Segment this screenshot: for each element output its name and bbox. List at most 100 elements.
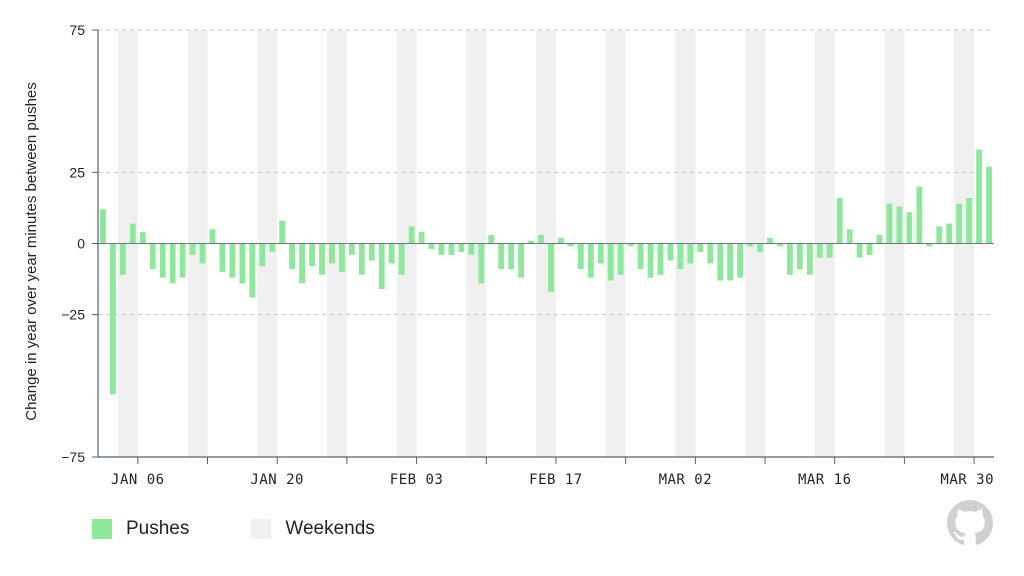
bar <box>946 223 953 244</box>
bar <box>876 234 883 244</box>
bar <box>229 243 236 278</box>
github-octocat-icon <box>947 500 993 545</box>
bar <box>189 243 196 255</box>
bar <box>697 243 704 253</box>
bar <box>846 229 853 244</box>
bar <box>299 243 305 284</box>
bar <box>199 243 206 264</box>
bar <box>289 243 296 270</box>
bar <box>428 243 435 250</box>
legend-swatch-pushes <box>92 519 112 539</box>
x-tick-label: MAR 30 <box>940 472 994 488</box>
bar <box>348 243 355 255</box>
bar <box>239 243 246 284</box>
bar <box>886 203 893 244</box>
bar <box>528 240 534 244</box>
bar <box>796 243 803 270</box>
bar <box>518 243 525 278</box>
bar <box>219 243 226 272</box>
bar <box>319 243 325 275</box>
x-tick-label: FEB 03 <box>390 472 444 488</box>
bar <box>607 243 614 281</box>
bar <box>458 243 465 253</box>
y-tick-labels: 75 25 0 −25 −75 <box>61 22 98 465</box>
y-tick-label: 25 <box>69 164 85 180</box>
x-tick-label: FEB 17 <box>529 472 583 488</box>
bar <box>936 226 943 244</box>
bar <box>468 243 475 255</box>
bar <box>866 243 873 255</box>
bar <box>647 243 654 278</box>
bar <box>627 243 634 247</box>
legend: Pushes Weekends <box>92 518 375 540</box>
x-tick-label: MAR 16 <box>798 472 852 488</box>
bar <box>657 243 664 275</box>
bar <box>169 243 176 284</box>
y-tick-label: −75 <box>61 449 85 465</box>
x-tick-label: JAN 06 <box>111 472 165 488</box>
bar <box>587 243 594 278</box>
bar <box>637 243 644 270</box>
bar <box>856 243 863 258</box>
bar <box>976 149 982 244</box>
bars <box>100 149 992 395</box>
bar <box>508 243 515 270</box>
bar <box>836 197 843 244</box>
bar <box>567 243 574 247</box>
bar <box>179 243 186 278</box>
legend-swatch-weekends <box>251 519 272 539</box>
bar <box>139 232 146 244</box>
bar <box>279 220 286 244</box>
bar <box>956 203 963 244</box>
gridlines <box>98 29 994 316</box>
bar <box>787 243 793 275</box>
x-tick-label: MAR 02 <box>659 472 713 488</box>
bar <box>747 243 753 247</box>
bar <box>926 243 933 247</box>
bar <box>538 234 544 244</box>
bar <box>100 209 106 244</box>
bar <box>408 226 415 244</box>
bar <box>339 243 345 272</box>
bar <box>110 243 116 395</box>
bar <box>767 237 773 244</box>
bar <box>448 243 455 255</box>
bar <box>388 243 395 264</box>
y-tick-label: −25 <box>61 307 85 323</box>
bar <box>149 243 156 270</box>
bar <box>727 243 734 281</box>
bar <box>577 243 584 270</box>
bar <box>806 243 813 275</box>
bar <box>498 243 505 270</box>
bar <box>966 197 973 244</box>
legend-label-weekends: Weekends <box>285 518 375 539</box>
bar <box>209 229 216 244</box>
bar <box>478 243 485 284</box>
bar <box>418 232 425 244</box>
legend-label-pushes: Pushes <box>126 518 190 539</box>
y-axis-label: Change in year over year minutes between… <box>23 82 40 421</box>
bar <box>667 243 674 261</box>
bar <box>906 212 913 244</box>
bar <box>488 234 495 244</box>
bar <box>597 243 604 264</box>
bar <box>249 243 256 298</box>
bar <box>717 243 724 281</box>
bar <box>368 243 375 261</box>
bar <box>129 223 136 244</box>
bar <box>358 243 365 275</box>
bar <box>757 243 763 253</box>
bar <box>707 243 714 264</box>
bar <box>558 237 564 244</box>
bar <box>159 243 166 278</box>
bar <box>309 243 315 267</box>
bar <box>329 243 335 264</box>
bar <box>259 243 266 267</box>
bar <box>986 166 992 244</box>
bar <box>737 243 744 278</box>
bar <box>896 206 903 244</box>
y-tick-label: 0 <box>77 236 85 252</box>
bar <box>269 243 276 253</box>
bar <box>438 243 445 255</box>
